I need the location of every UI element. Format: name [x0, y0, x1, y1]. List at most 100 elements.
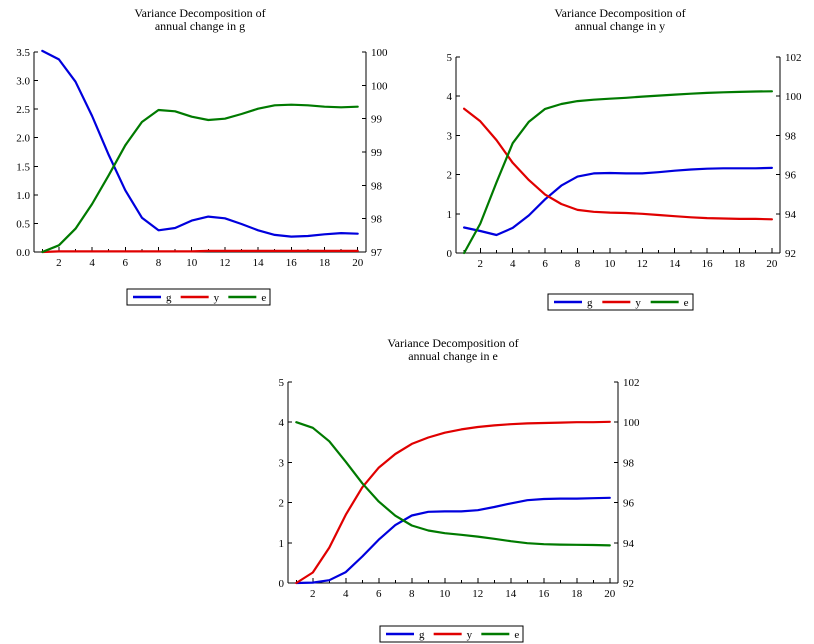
x-tick-label: 4	[343, 588, 349, 600]
series-line-y	[41, 249, 359, 254]
left-y-tick-label: 0	[279, 578, 285, 590]
series-line-g	[41, 49, 359, 238]
x-tick-label: 20	[766, 258, 778, 270]
chart-title-line: Variance Decomposition of	[387, 336, 518, 350]
x-tick-label: 18	[571, 588, 583, 600]
left-y-tick-label: 2	[447, 170, 453, 182]
chart-title-line: annual change in g	[155, 19, 245, 33]
right-y-tick-label: 97	[371, 247, 383, 259]
right-y-tick-label: 100	[623, 417, 640, 429]
right-y-tick-label: 100	[371, 47, 388, 59]
chart-title-line: annual change in e	[408, 349, 498, 363]
chart-title-line: Variance Decomposition of	[134, 6, 265, 20]
legend-label-e: e	[514, 629, 519, 641]
right-y-tick-label: 94	[785, 209, 797, 221]
left-y-tick-label: 2.0	[16, 133, 30, 145]
right-y-tick-label: 98	[371, 214, 383, 226]
left-y-tick-label: 3.5	[16, 47, 30, 59]
legend-label-y: y	[467, 629, 473, 641]
x-tick-label: 10	[186, 257, 198, 269]
left-y-tick-label: 3.0	[16, 76, 30, 88]
x-tick-label: 20	[604, 588, 616, 600]
left-y-tick-label: 1	[447, 209, 453, 221]
right-y-tick-label: 99	[371, 114, 383, 126]
left-y-tick-label: 4	[447, 91, 453, 103]
left-y-tick-label: 4	[279, 417, 285, 429]
x-tick-label: 6	[376, 588, 382, 600]
right-y-tick-label: 100	[785, 91, 802, 103]
x-tick-label: 16	[702, 258, 714, 270]
x-tick-label: 18	[319, 257, 331, 269]
x-tick-label: 2	[478, 258, 484, 270]
x-tick-label: 2	[56, 257, 62, 269]
right-y-tick-label: 98	[785, 130, 797, 142]
right-y-tick-label: 92	[623, 578, 634, 590]
right-y-tick-label: 102	[785, 52, 802, 64]
series-line-y	[295, 420, 611, 585]
left-y-tick-label: 5	[447, 52, 453, 64]
x-tick-label: 18	[734, 258, 746, 270]
series-line-g	[295, 496, 611, 585]
x-tick-label: 4	[89, 257, 95, 269]
left-y-tick-label: 0.5	[16, 218, 30, 230]
left-y-tick-label: 2	[279, 498, 285, 510]
x-tick-label: 12	[472, 588, 483, 600]
right-y-tick-label: 100	[371, 80, 388, 92]
x-tick-label: 14	[669, 258, 681, 270]
x-tick-label: 8	[409, 588, 415, 600]
right-y-tick-label: 99	[371, 147, 383, 159]
series-line-e	[41, 103, 359, 254]
legend-label-y: y	[214, 292, 220, 304]
legend-label-y: y	[635, 297, 641, 309]
series-line-e	[295, 421, 611, 547]
x-tick-label: 16	[538, 588, 550, 600]
x-tick-label: 4	[510, 258, 516, 270]
chart-title-line: annual change in y	[575, 19, 665, 33]
left-y-tick-label: 0.0	[16, 247, 30, 259]
x-tick-label: 20	[352, 257, 364, 269]
right-y-tick-label: 98	[371, 180, 383, 192]
legend-label-g: g	[166, 292, 172, 304]
series-line-g	[463, 166, 774, 237]
x-tick-label: 2	[310, 588, 316, 600]
left-y-tick-label: 3	[279, 457, 285, 469]
right-y-tick-label: 102	[623, 377, 640, 389]
left-y-tick-label: 5	[279, 377, 285, 389]
series-line-e	[463, 90, 774, 255]
x-tick-label: 10	[439, 588, 451, 600]
x-tick-label: 8	[156, 257, 162, 269]
right-y-tick-label: 94	[623, 538, 635, 550]
x-tick-label: 16	[286, 257, 298, 269]
right-y-tick-label: 98	[623, 457, 635, 469]
left-y-tick-label: 1	[279, 538, 285, 550]
right-y-tick-label: 96	[623, 498, 635, 510]
series-line-y	[463, 107, 774, 221]
x-tick-label: 6	[123, 257, 129, 269]
x-tick-label: 14	[505, 588, 517, 600]
x-tick-label: 8	[575, 258, 581, 270]
x-tick-label: 6	[542, 258, 548, 270]
right-y-tick-label: 96	[785, 170, 797, 182]
left-y-tick-label: 2.5	[16, 104, 30, 116]
legend-label-e: e	[684, 297, 689, 309]
legend-label-g: g	[419, 629, 425, 641]
legend-label-g: g	[587, 297, 593, 309]
x-tick-label: 12	[637, 258, 648, 270]
left-y-tick-label: 1.0	[16, 190, 30, 202]
legend-label-e: e	[261, 292, 266, 304]
left-y-tick-label: 0	[447, 248, 453, 260]
left-y-tick-label: 3	[447, 130, 453, 142]
x-tick-label: 10	[604, 258, 616, 270]
x-tick-label: 12	[219, 257, 230, 269]
left-y-tick-label: 1.5	[16, 161, 30, 173]
x-tick-label: 14	[253, 257, 265, 269]
right-y-tick-label: 92	[785, 248, 796, 260]
chart-title-line: Variance Decomposition of	[554, 6, 685, 20]
